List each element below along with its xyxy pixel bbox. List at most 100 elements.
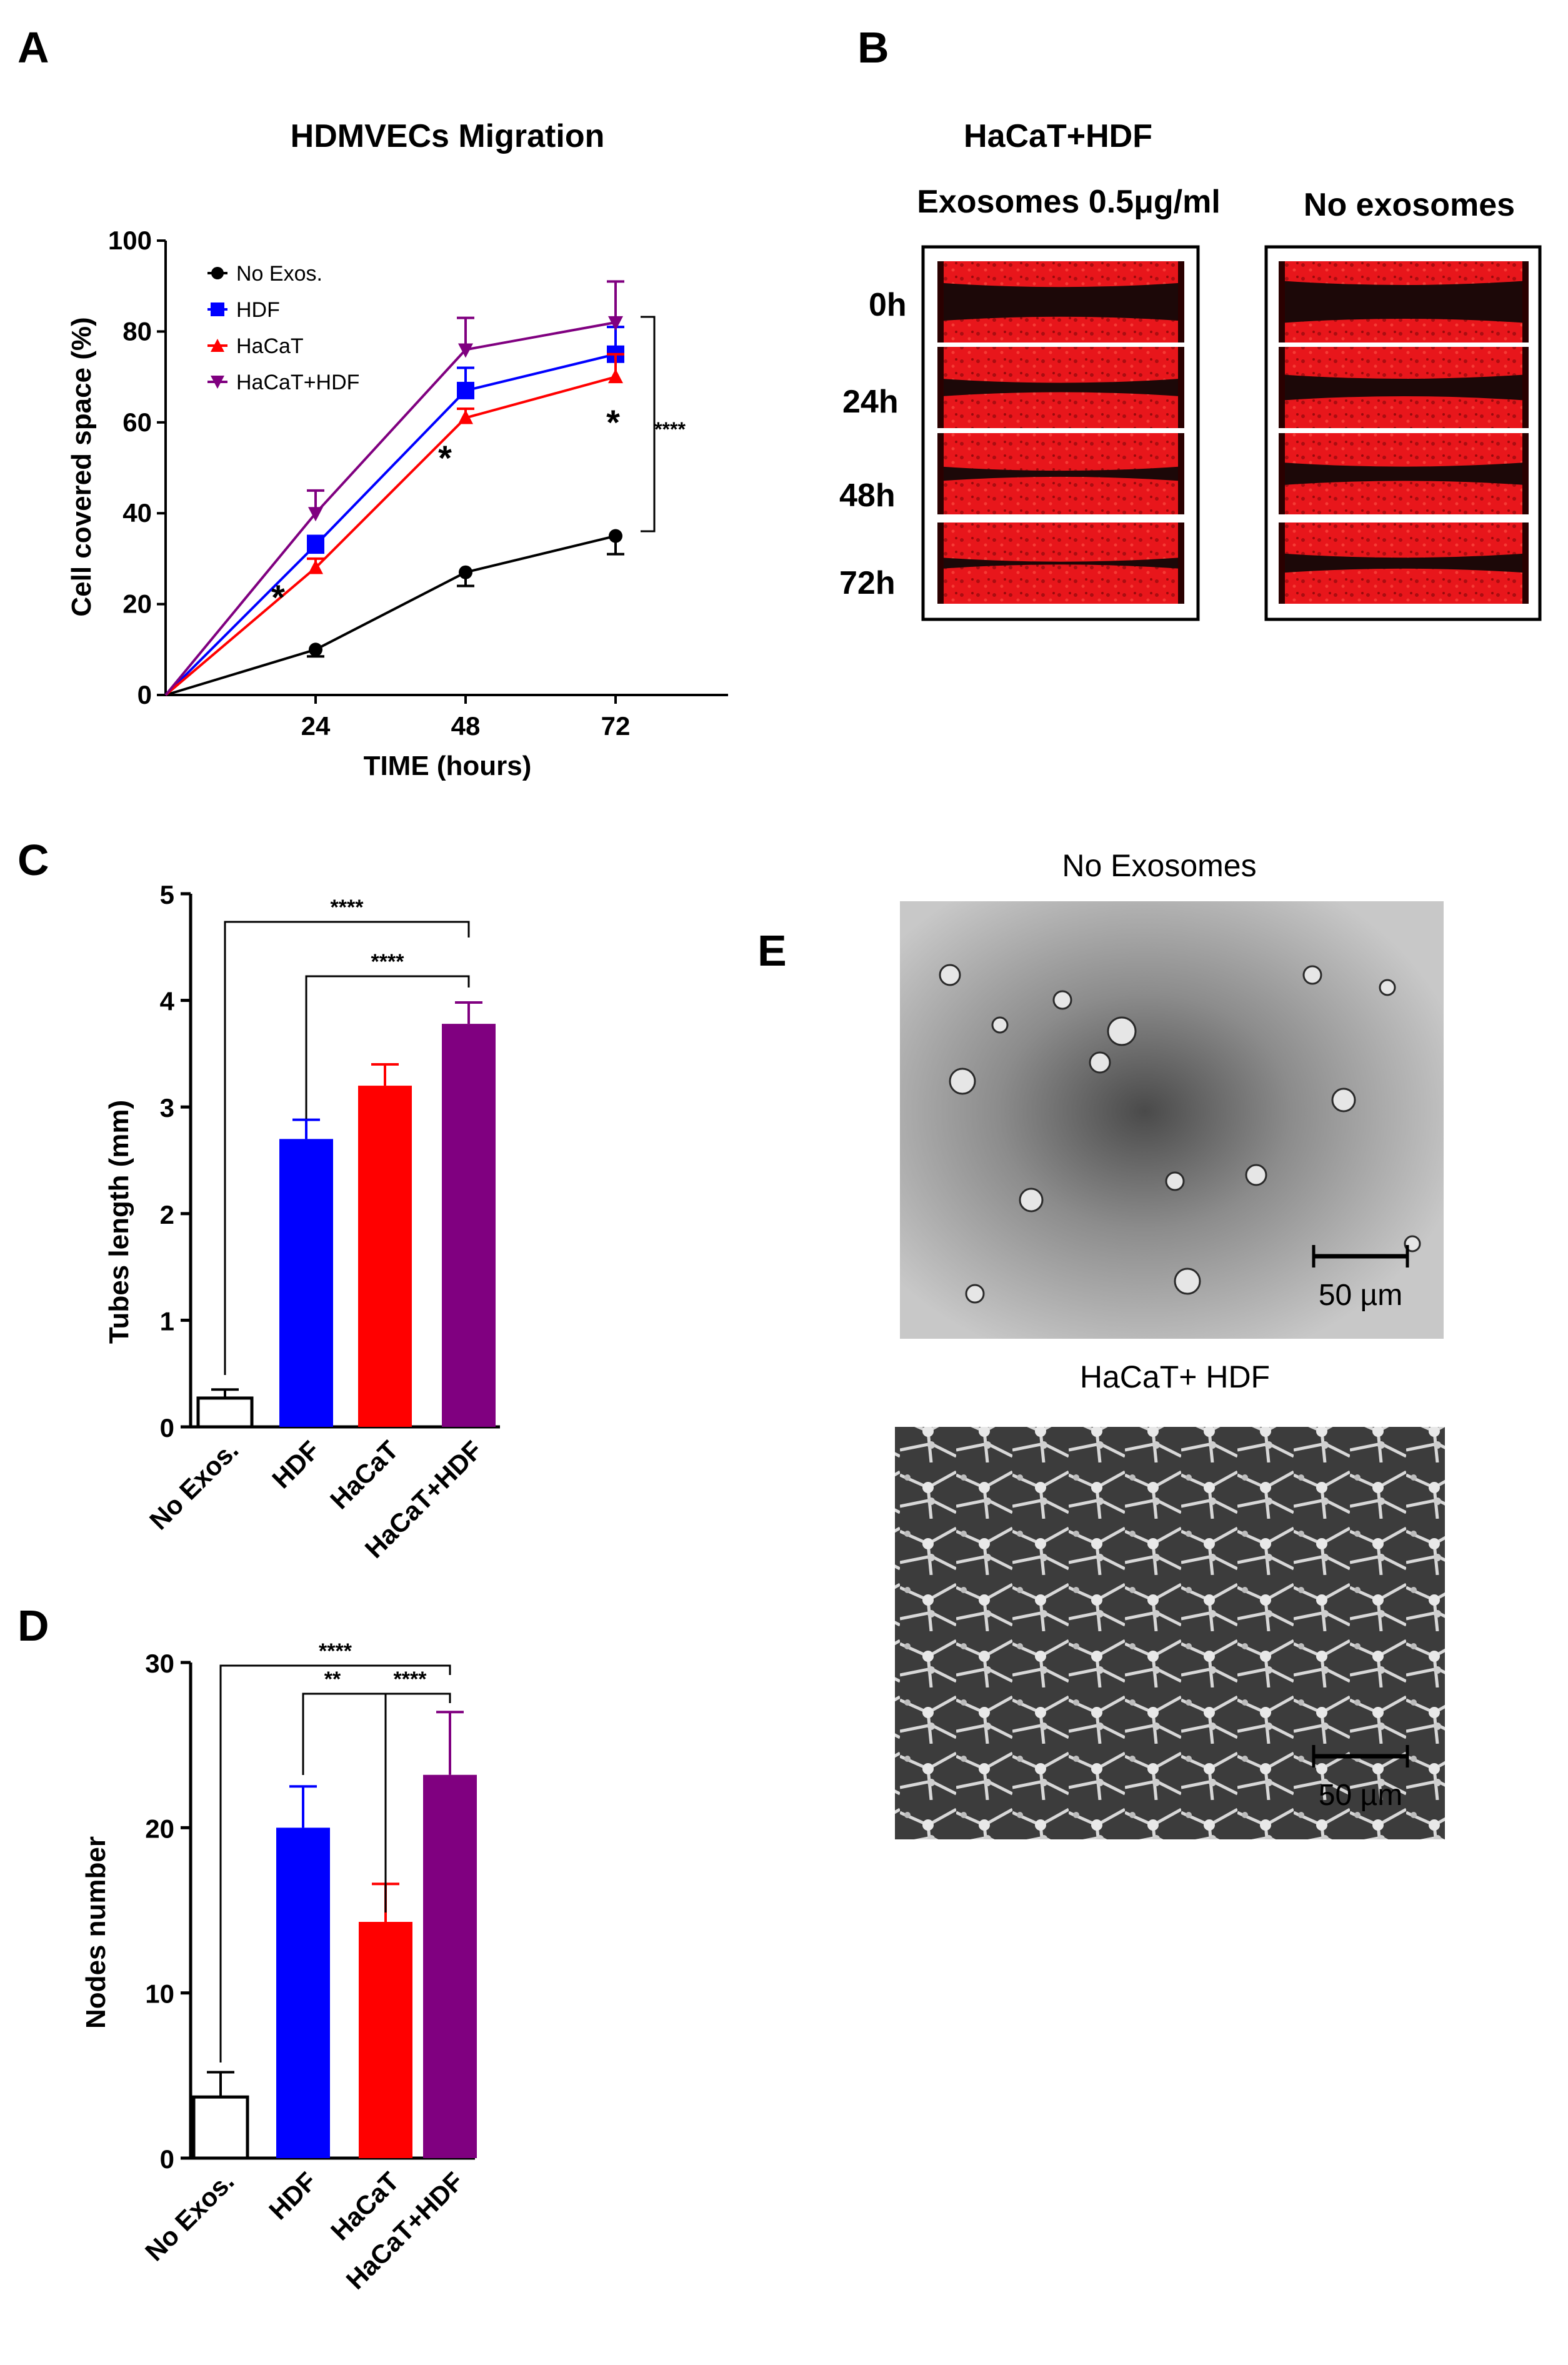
chart-a-significance-bracket <box>641 316 656 532</box>
chart-d-xtick-label: HDF <box>263 2166 322 2225</box>
panel-letter-d: D <box>17 1601 49 1650</box>
legend-marker-triangle-down <box>211 376 224 389</box>
wound-edge-left <box>937 522 944 604</box>
chart-c-xtick-label: No Exos. <box>144 1435 244 1535</box>
wound-edge-right <box>1178 347 1184 428</box>
wound-edge-left <box>1279 347 1285 428</box>
wound-gap <box>1279 462 1529 486</box>
chart-a-ytick-label: 40 <box>122 498 152 528</box>
chart-a-ylabel: Cell covered space (%) <box>66 317 97 616</box>
chart-c-significance-bracket <box>224 921 470 1375</box>
wound-edge-right <box>1522 347 1529 428</box>
chart-a-plot: 0 20 40 60 80 100 24 48 72 <box>108 226 728 741</box>
micrograph-hacat-hdf <box>895 1427 1445 1839</box>
chart-a-ytick-label: 100 <box>108 226 152 255</box>
chart-a-point <box>308 507 323 522</box>
chart-d-xtick-label: No Exos. <box>139 2166 239 2266</box>
chart-a-series-line-3 <box>164 321 616 696</box>
legend-marker-square <box>211 302 224 316</box>
chart-a-title: HDMVECs Migration <box>291 118 605 154</box>
chart-c-bar-1 <box>279 1139 333 1427</box>
chart-a-series-line-0 <box>165 534 616 696</box>
chart-c-bar-0 <box>196 1396 254 1429</box>
panel-letter-a: A <box>17 23 49 72</box>
legend-label-hacat-hdf: HaCaT+HDF <box>236 371 359 394</box>
wound-gap <box>937 466 1184 481</box>
chart-a-point <box>309 642 322 657</box>
wound-edge-right <box>1178 261 1184 342</box>
chart-a-series-line-1 <box>164 352 616 696</box>
chart-a-ytick-label: 60 <box>122 408 152 437</box>
chart-a-xlabel: TIME (hours) <box>364 751 532 781</box>
wound-edge-left <box>937 433 944 514</box>
chart-a-ytick-label: 80 <box>122 316 152 346</box>
chart-c-ytick-label: 4 <box>160 987 175 1016</box>
chart-d-significance-label: **** <box>319 1639 352 1663</box>
wound-edge-right <box>1522 433 1529 514</box>
chart-c-ytick-label: 5 <box>160 880 174 909</box>
chart-a-point <box>458 409 473 424</box>
panel-b-col2-label: No exosomes <box>1304 187 1515 223</box>
chart-a-ytick-label: 0 <box>137 680 152 709</box>
chart-a-star-72h: * <box>606 402 620 442</box>
wound-gap <box>1279 553 1529 573</box>
chart-d-significance-label: ** <box>324 1668 341 1691</box>
chart-c-significance-label: **** <box>371 950 405 974</box>
chart-d-bar-0 <box>192 2095 249 2160</box>
chart-a-point <box>459 565 472 579</box>
chart-c-bar-2 <box>358 1086 412 1427</box>
wound-gap <box>937 378 1184 397</box>
chart-d-significance-label: **** <box>394 1668 427 1691</box>
chart-c-ytick-label: 3 <box>160 1093 174 1122</box>
chart-d-bar-1 <box>276 1828 330 2158</box>
chart-d-ytick-label: 20 <box>145 1814 174 1843</box>
wound-edge-left <box>937 347 944 428</box>
legend-label-no-exos: No Exos. <box>236 262 322 286</box>
legend-item-hacat: HaCaT <box>207 334 304 358</box>
panel-b-time-48h: 48h <box>839 478 896 514</box>
panel-e-top-label: No Exosomes <box>1062 848 1256 883</box>
wound-gap <box>1279 374 1529 401</box>
wound-edge-right <box>1522 261 1529 342</box>
legend-marker-circle <box>211 267 224 279</box>
chart-a-series-line-2 <box>164 376 616 696</box>
panel-b-time-0h: 0h <box>869 287 907 323</box>
chart-a-point <box>307 536 324 554</box>
wound-edge-left <box>937 261 944 342</box>
legend-label-hacat: HaCaT <box>236 334 304 358</box>
panel-b-time-24h: 24h <box>842 384 899 420</box>
wound-edge-left <box>1279 261 1285 342</box>
wound-gap <box>1279 281 1529 323</box>
chart-d-significance-bracket <box>219 1664 451 2062</box>
chart-a-point <box>308 559 323 574</box>
chart-d-ytick-label: 30 <box>145 1649 174 1678</box>
chart-c-ytick-label: 1 <box>160 1306 174 1336</box>
scale-bar-top-label: 50 µm <box>1319 1279 1402 1312</box>
panel-b-title: HaCaT+HDF <box>964 118 1152 154</box>
micrograph-no-exosomes <box>900 901 1444 1339</box>
chart-a-xtick-label: 24 <box>301 711 331 741</box>
wound-edge-right <box>1522 522 1529 604</box>
chart-c-ylabel: Tubes length (mm) <box>104 1100 134 1344</box>
chart-c-bar-3 <box>442 1024 496 1427</box>
scale-bar-bottom-label: 50 µm <box>1319 1779 1402 1812</box>
chart-a-point <box>608 316 623 331</box>
wound-edge-left <box>1279 522 1285 604</box>
legend-item-hacat-hdf: HaCaT+HDF <box>207 371 359 394</box>
chart-d-ylabel: Nodes number <box>81 1836 111 2029</box>
panel-letter-c: C <box>17 836 49 884</box>
panel-e-bottom-label: HaCaT+ HDF <box>1080 1359 1270 1394</box>
chart-c-xtick-label: HDF <box>266 1435 325 1494</box>
chart-d-bar-2 <box>359 1922 412 2158</box>
chart-d-significance-bracket <box>384 1692 451 1912</box>
chart-a-ytick-label: 20 <box>122 589 152 619</box>
chart-a-legend: No Exos. HDF HaCaT HaCaT+HDF <box>207 262 359 394</box>
panel-b-wound-images <box>937 261 1529 604</box>
chart-d-ytick-label: 0 <box>160 2144 174 2174</box>
legend-label-hdf: HDF <box>236 298 280 322</box>
legend-item-no-exos: No Exos. <box>207 262 322 286</box>
chart-a-bracket-label: **** <box>654 418 686 441</box>
